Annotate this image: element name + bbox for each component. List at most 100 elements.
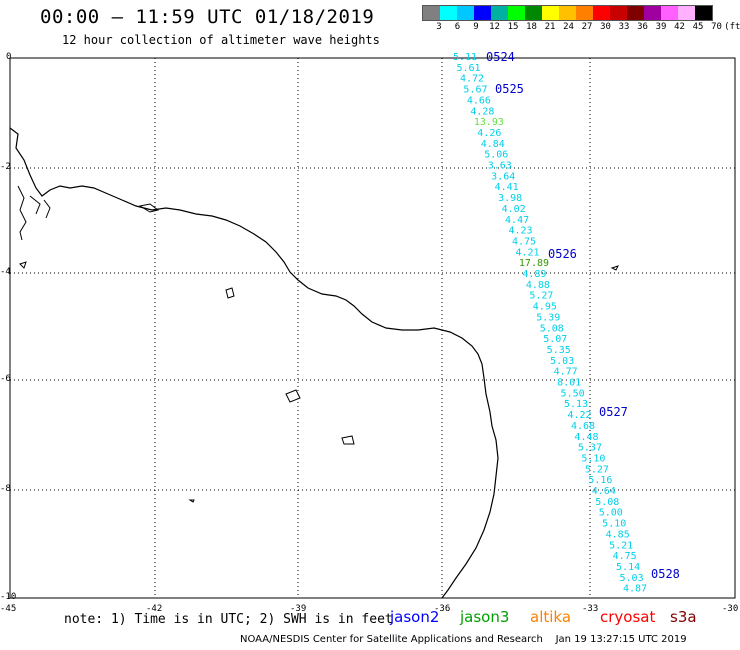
island (138, 203, 160, 213)
y-axis-label: -2 (0, 162, 11, 172)
wave-height-value: 4.66 (467, 95, 491, 106)
island (225, 287, 235, 299)
legend-label: 27 (581, 22, 593, 32)
note-text: note: 1) Time is in UTC; 2) SWH is in fe… (64, 612, 393, 627)
satellite-altika: altika (530, 608, 572, 626)
y-axis-label: 0 (6, 52, 12, 62)
map-gridlines (10, 58, 735, 598)
wave-height-value: 4.77 (554, 367, 578, 378)
wave-height-value: 4.02 (502, 204, 526, 215)
wave-height-value: 13.93 (474, 117, 504, 128)
wave-height-value: 4.47 (505, 215, 529, 226)
satellite-jason2: jason2 (390, 608, 440, 626)
wave-height-value: 5.00 (599, 508, 623, 519)
legend-swatch (576, 6, 593, 20)
wave-height-value: 5.50 (561, 388, 585, 399)
x-axis-label: -30 (722, 604, 739, 614)
time-label: 0524 (486, 50, 515, 64)
legend-swatch (695, 6, 712, 20)
legend-label: 36 (637, 22, 648, 32)
wave-height-value: 5.03 (620, 573, 644, 584)
y-axis-label: -6 (0, 374, 11, 384)
wave-height-value: 5.06 (484, 150, 508, 161)
legend-swatch (474, 6, 491, 20)
y-axis-label: -10 (0, 592, 17, 602)
legend-label: 6 (454, 22, 461, 32)
wave-height-value: 5.16 (588, 475, 612, 486)
legend-swatch (593, 6, 610, 20)
wave-height-value: 4.95 (533, 302, 557, 313)
wave-height-value: 5.07 (543, 334, 567, 345)
island (285, 389, 301, 403)
legend-label: (ft) (724, 22, 740, 32)
coastline (9, 127, 499, 599)
wave-height-value: 4.26 (477, 128, 501, 139)
wave-height-value: 8.01 (557, 378, 581, 389)
legend-swatches (422, 5, 713, 21)
wave-height-value: 4.28 (470, 106, 494, 117)
legend-label: 12 (489, 22, 500, 32)
legend-label: 24 (563, 22, 574, 32)
wave-height-value: 4.48 (574, 432, 598, 443)
legend-swatch (542, 6, 559, 20)
wave-height-value: 4.85 (606, 529, 630, 540)
time-label-group: 0524 0525 0526 0527 0528 (486, 50, 680, 581)
x-axis-label: -33 (582, 604, 599, 614)
wave-height-value: 5.21 (609, 540, 633, 551)
legend-label: 39 (655, 22, 667, 32)
time-label: 0528 (651, 567, 680, 581)
time-label: 0526 (548, 247, 577, 261)
legend-swatch (559, 6, 576, 20)
legend-swatch (508, 6, 525, 20)
wave-height-track: 5.115.614.725.674.664.2813.934.264.845.0… (453, 52, 647, 595)
y-axis-label: -8 (0, 484, 11, 494)
wave-height-value: 5.08 (540, 323, 564, 334)
satellite-s3a: s3a (670, 608, 697, 626)
legend-swatch (610, 6, 627, 20)
wave-height-value: 3.98 (498, 193, 522, 204)
wave-height-value: 5.27 (585, 464, 609, 475)
map-subtitle: 12 hour collection of altimeter wave hei… (62, 33, 380, 47)
wave-height-value: 5.37 (578, 443, 602, 454)
wave-height-value: 4.41 (495, 182, 519, 193)
legend-swatch (661, 6, 678, 20)
map-title: 00:00 – 11:59 UTC 01/18/2019 (40, 6, 375, 28)
legend-swatch (525, 6, 542, 20)
legend-label: 9 (473, 22, 479, 32)
wave-height-value: 5.14 (616, 562, 640, 573)
satellite-cryosat: cryosat (600, 608, 656, 626)
wave-height-value: 4.89 (522, 269, 546, 280)
wave-height-value: 4.84 (481, 139, 505, 150)
legend-swatch (457, 6, 474, 20)
legend-swatch (627, 6, 644, 20)
wave-height-value: 4.87 (623, 584, 647, 595)
wave-height-value: 5.13 (564, 399, 588, 410)
legend-label: 30 (600, 22, 611, 32)
wave-height-value: 4.75 (512, 236, 536, 247)
wave-height-value: 4.21 (515, 247, 539, 258)
legend-label: 3 (436, 22, 442, 32)
legend-label: 45 (692, 22, 704, 32)
wave-height-value: 5.10 (602, 519, 626, 530)
wave-height-value: 4.68 (571, 421, 595, 432)
island (19, 261, 27, 269)
satellite-jason3: jason3 (460, 608, 510, 626)
legend-label: 21 (544, 22, 556, 32)
wave-height-value: 3.64 (491, 171, 515, 182)
wave-height-value: 5.08 (595, 497, 619, 508)
wave-height-value: 5.67 (463, 85, 487, 96)
wave-height-value: 5.03 (550, 356, 574, 367)
wave-height-value: 4.88 (526, 280, 550, 291)
island (341, 435, 355, 445)
wave-height-value: 5.11 (453, 52, 477, 63)
legend-swatch (491, 6, 508, 20)
legend-label: 42 (674, 22, 685, 32)
wave-height-value: 5.27 (529, 291, 553, 302)
wave-height-value: 17.89 (519, 258, 549, 269)
legend-swatch (423, 6, 440, 20)
time-label: 0527 (599, 405, 628, 419)
wave-height-value: 5.61 (456, 63, 480, 74)
wave-height-value: 5.35 (547, 345, 571, 356)
